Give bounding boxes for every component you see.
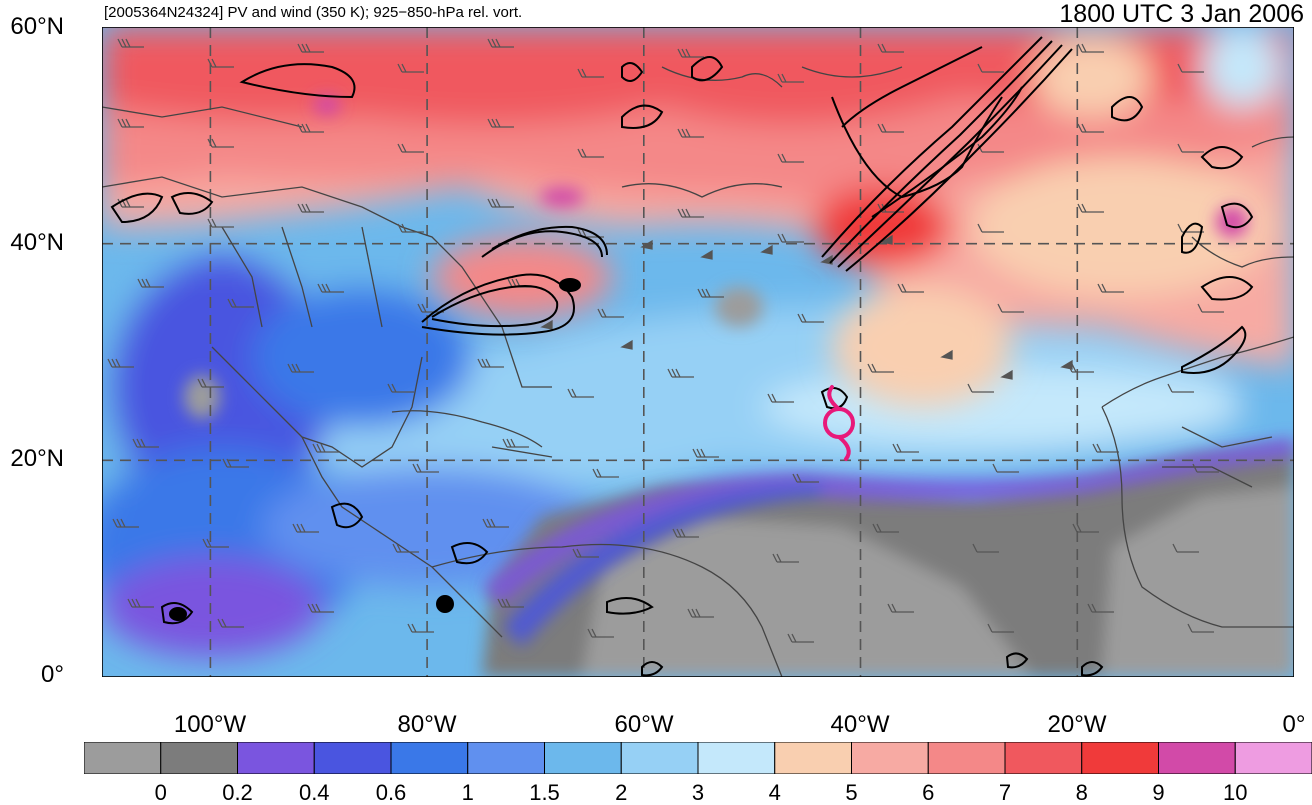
colorbar-tick-label: 9 <box>1152 780 1165 805</box>
colorbar-tick-label: 2 <box>615 780 628 805</box>
colorbar-swatch <box>1004 742 1083 774</box>
lat-label-40n: 40°N <box>10 229 64 256</box>
colorbar-swatch <box>313 742 392 774</box>
plot-subtitle: [2005364N24324] PV and wind (350 K); 925… <box>104 4 523 21</box>
pv-high-field <box>102 27 1294 407</box>
colorbar-swatch <box>1158 742 1236 774</box>
colorbar-tick-label: 0.2 <box>222 780 253 805</box>
plot-timestamp: 1800 UTC 3 Jan 2006 <box>1059 0 1304 28</box>
colorbar-swatch <box>774 742 852 774</box>
colorbar-tick-label: 7 <box>998 780 1012 805</box>
lon-label-60w: 60°W <box>614 711 674 738</box>
lon-label-40w: 40°W <box>830 711 890 738</box>
coastlines <box>102 66 1294 677</box>
colorbar-tick-label: 1.5 <box>529 780 560 805</box>
pv-purple-rim <box>482 437 1294 647</box>
lon-label-80w: 80°W <box>397 711 457 738</box>
lon-label-0: 0° <box>1282 711 1306 738</box>
tropical-cyclone-icon <box>823 385 855 461</box>
colorbar-tick-label: 0.6 <box>375 780 407 805</box>
lat-lon-grid <box>102 27 1294 677</box>
colorbar-swatch <box>390 742 469 774</box>
colorbar-swatch <box>697 742 776 774</box>
colorbar-swatch <box>237 742 315 774</box>
colorbar-swatch <box>467 742 545 774</box>
lat-label-0: 0° <box>41 661 64 688</box>
colorbar-tick-label: 0.4 <box>298 780 330 805</box>
colorbar-swatch <box>620 742 699 774</box>
colorbar-swatch <box>544 742 622 774</box>
lat-label-60n: 60°N <box>10 13 64 40</box>
colorbar-tick-label: 6 <box>922 780 935 805</box>
colorbar-tick-label: 0 <box>154 780 167 805</box>
colorbar <box>84 742 1312 774</box>
lon-label-100w: 100°W <box>173 711 247 738</box>
colorbar-tick-label: 3 <box>691 780 705 805</box>
colorbar-tick-label: 4 <box>768 780 781 805</box>
lat-label-20n: 20°N <box>10 445 64 472</box>
colorbar-swatch <box>84 742 162 774</box>
colorbar-tick-label: 1 <box>461 780 474 805</box>
colorbar-tick-label: 5 <box>845 780 858 805</box>
colorbar-tick-label: 8 <box>1075 780 1088 805</box>
wind-barbs <box>107 38 1225 643</box>
colorbar-swatch <box>851 742 929 774</box>
colorbar-swatch <box>1081 742 1159 774</box>
map-panel <box>102 27 1294 677</box>
lon-label-20w: 20°W <box>1047 711 1107 738</box>
colorbar-tick-label: 10 <box>1223 780 1248 805</box>
colorbar-swatch <box>927 742 1006 774</box>
colorbar-swatch <box>1234 742 1312 774</box>
colorbar-swatch <box>160 742 238 774</box>
pv-grey-region <box>184 287 1294 677</box>
